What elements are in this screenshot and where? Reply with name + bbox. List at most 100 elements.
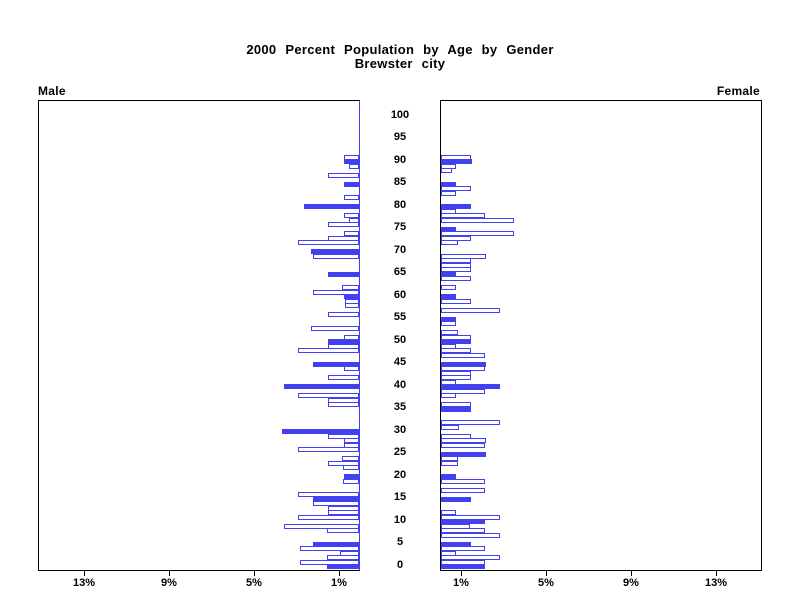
bar-male-age-82 bbox=[344, 195, 359, 200]
bar-male-age-19 bbox=[343, 478, 359, 484]
bar-female-age-68 bbox=[441, 258, 471, 263]
bar-male-age-58 bbox=[345, 303, 359, 308]
bar-female-age-65 bbox=[441, 271, 456, 277]
female-pct-9-tick bbox=[631, 571, 632, 576]
bar-male-age-73 bbox=[328, 235, 359, 241]
bar-female-age-80 bbox=[441, 204, 471, 209]
bar-male-age-13 bbox=[328, 505, 359, 511]
bar-female-age-84 bbox=[441, 186, 471, 191]
bar-female-age-44 bbox=[441, 366, 485, 371]
bar-female-age-45 bbox=[441, 361, 486, 367]
age-tick-label-80: 80 bbox=[393, 198, 407, 211]
bar-male-age-23 bbox=[328, 460, 359, 466]
bar-female-age-1 bbox=[441, 559, 485, 565]
bar-female-age-51 bbox=[441, 334, 471, 340]
bar-male-age-59 bbox=[345, 298, 359, 304]
bar-male-age-38 bbox=[298, 393, 359, 398]
bar-male-age-14 bbox=[313, 501, 359, 506]
age-tick-label-20: 20 bbox=[393, 468, 407, 481]
bar-female-age-54 bbox=[441, 321, 456, 326]
bar-female-age-74 bbox=[441, 231, 514, 236]
age-tick-label-40: 40 bbox=[393, 378, 407, 391]
bar-female-age-64 bbox=[441, 276, 471, 281]
bar-female-age-55 bbox=[441, 316, 456, 322]
age-tick-label-75: 75 bbox=[393, 221, 407, 233]
female-pct-13-label: 13% bbox=[704, 577, 728, 589]
bar-male-age-65 bbox=[328, 271, 359, 277]
bar-male-age-9 bbox=[284, 523, 359, 529]
bar-female-age-32 bbox=[441, 420, 500, 425]
bar-female-age-89 bbox=[441, 163, 456, 169]
bar-male-age-49 bbox=[328, 343, 359, 349]
chart-title: 2000 Percent Population by Age by Gender bbox=[246, 42, 554, 57]
bar-female-age-38 bbox=[441, 393, 456, 398]
age-tick-label-25: 25 bbox=[393, 446, 407, 458]
bar-male-age-62 bbox=[342, 285, 359, 290]
bar-female-age-3 bbox=[441, 550, 456, 556]
bar-female-age-60 bbox=[441, 294, 456, 299]
bar-female-age-78 bbox=[441, 213, 485, 218]
female-pct-9-label: 9% bbox=[623, 577, 639, 589]
bar-female-age-10 bbox=[441, 519, 485, 524]
male-pct-13-tick bbox=[84, 571, 85, 576]
age-tick-label-45: 45 bbox=[393, 356, 407, 368]
bar-male-age-70 bbox=[311, 249, 359, 254]
bar-female-age-88 bbox=[441, 168, 452, 173]
bar-male-age-22 bbox=[343, 465, 359, 470]
bar-male-age-60 bbox=[344, 294, 359, 299]
bar-male-age-53 bbox=[311, 325, 359, 331]
bar-male-age-4 bbox=[300, 546, 359, 551]
age-tick-label-15: 15 bbox=[393, 491, 407, 503]
bar-female-age-57 bbox=[441, 307, 500, 313]
age-tick-label-60: 60 bbox=[393, 288, 407, 301]
chart-subtitle: Brewster city bbox=[354, 56, 446, 71]
bar-male-age-40 bbox=[284, 384, 359, 389]
bar-male-age-44 bbox=[344, 366, 359, 371]
bar-female-age-20 bbox=[441, 474, 456, 479]
bar-female-age-28 bbox=[441, 438, 486, 443]
bar-male-age-72 bbox=[298, 240, 359, 245]
bar-female-age-15 bbox=[441, 496, 471, 502]
bar-female-age-7 bbox=[441, 532, 500, 538]
male-pct-1-tick bbox=[339, 571, 340, 576]
bar-male-age-85 bbox=[344, 181, 359, 187]
bar-female-age-69 bbox=[441, 253, 486, 259]
bar-female-age-12 bbox=[441, 510, 456, 515]
bar-male-age-11 bbox=[298, 514, 359, 520]
bar-female-age-31 bbox=[441, 424, 459, 430]
bar-female-age-91 bbox=[441, 154, 471, 160]
age-tick-label-95: 95 bbox=[393, 131, 407, 143]
bar-female-age-8 bbox=[441, 528, 485, 533]
bar-female-age-67 bbox=[441, 262, 471, 268]
bar-male-age-45 bbox=[313, 361, 359, 367]
bar-male-age-69 bbox=[313, 253, 359, 259]
female-pct-13-tick bbox=[716, 571, 717, 576]
bar-female-age-49 bbox=[441, 343, 456, 349]
age-tick-label-35: 35 bbox=[393, 401, 407, 413]
bar-female-age-85 bbox=[441, 181, 456, 187]
male-pct-5-label: 5% bbox=[246, 577, 262, 589]
female-panel-label: Female bbox=[716, 84, 760, 98]
bar-female-age-17 bbox=[441, 487, 485, 493]
age-tick-label-65: 65 bbox=[393, 266, 407, 278]
bar-female-age-83 bbox=[441, 190, 456, 196]
bar-female-age-19 bbox=[441, 478, 485, 484]
female-panel bbox=[440, 100, 762, 571]
bar-female-age-0 bbox=[441, 564, 485, 569]
bar-male-age-50 bbox=[328, 339, 359, 344]
bar-female-age-27 bbox=[441, 442, 485, 448]
bar-male-age-3 bbox=[340, 550, 359, 556]
age-tick-label-70: 70 bbox=[393, 243, 407, 256]
male-panel bbox=[38, 100, 360, 571]
bar-female-age-50 bbox=[441, 339, 471, 344]
bar-male-age-78 bbox=[344, 213, 359, 218]
bar-female-age-52 bbox=[441, 330, 458, 335]
bar-female-age-23 bbox=[441, 460, 458, 466]
bar-male-age-36 bbox=[328, 402, 359, 407]
age-tick-label-50: 50 bbox=[393, 333, 407, 346]
bar-female-age-41 bbox=[441, 379, 456, 385]
age-tick-label-55: 55 bbox=[393, 311, 407, 323]
bar-female-age-39 bbox=[441, 388, 485, 394]
bar-male-age-48 bbox=[298, 348, 359, 353]
bar-male-age-29 bbox=[328, 433, 359, 439]
